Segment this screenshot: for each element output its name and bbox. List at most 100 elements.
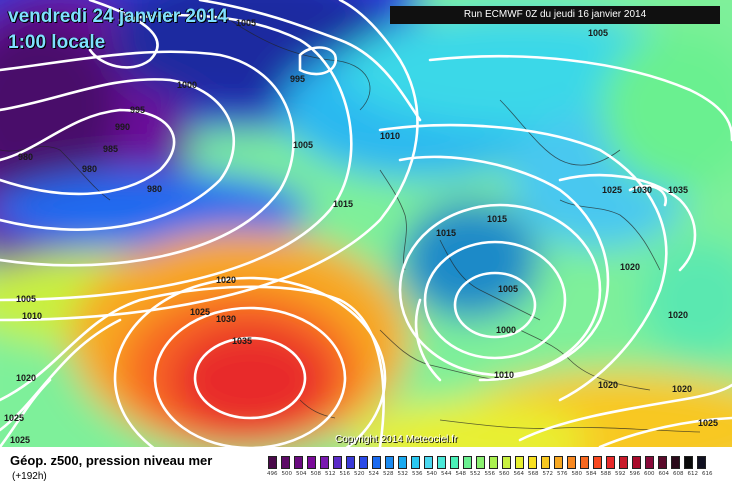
color-scale-label: 572 (542, 471, 554, 477)
color-scale-label: 512 (325, 471, 336, 477)
isobar-label: 1020 (620, 262, 640, 272)
isobar-label: 1000 (496, 325, 516, 335)
color-scale-label: 560 (499, 471, 510, 477)
color-scale-label: 540 (426, 471, 438, 477)
color-scale-swatch (684, 456, 693, 469)
isobar-label: 1035 (668, 185, 688, 195)
isobar-label: 1020 (16, 373, 36, 383)
isobar-label: 1010 (22, 311, 42, 321)
color-scale-swatch (671, 456, 680, 469)
isobar-label: 1020 (598, 380, 618, 390)
color-scale-label: 516 (339, 471, 351, 477)
color-scale-label: 544 (441, 471, 452, 477)
color-scale-swatch (294, 456, 303, 469)
isobar-label: 1030 (216, 314, 236, 324)
isobar-label: 1025 (190, 307, 210, 317)
isobar-label: 1020 (216, 275, 236, 285)
map-legend-title: Géop. z500, pression niveau mer (10, 453, 213, 468)
copyright-notice: Copyright 2014 Meteociel.fr (335, 434, 458, 445)
color-scale-label: 588 (600, 471, 612, 477)
color-scale-label: 576 (557, 471, 568, 477)
isobar-label: 1025 (602, 185, 622, 195)
color-scale-swatch (528, 456, 537, 469)
color-scale-label: 608 (673, 471, 684, 477)
color-scale-swatch (593, 456, 602, 469)
color-scale-swatch (489, 456, 498, 469)
color-scale-label: 568 (528, 471, 539, 477)
isobar-label: 1025 (10, 435, 30, 445)
isobar-label: 1010 (380, 131, 400, 141)
isobar-label: 1010 (494, 370, 514, 380)
color-scale-label: 612 (687, 471, 699, 477)
isobar-label: 980 (147, 184, 162, 194)
isobar-label: 985 (103, 144, 118, 154)
color-scale-swatch (658, 456, 667, 469)
isobar-label: 995 (130, 105, 145, 115)
color-scale-swatch (385, 456, 394, 469)
isobar-label: 1005 (16, 294, 36, 304)
color-scale-swatch (619, 456, 628, 469)
color-scale-label: 592 (615, 471, 626, 477)
forecast-time: 1:00 locale (8, 32, 106, 53)
color-scale-swatch (515, 456, 524, 469)
color-scale-swatch (450, 456, 459, 469)
isobar-label: 990 (115, 122, 130, 132)
color-scale-label: 552 (470, 471, 481, 477)
color-scale-label: 556 (484, 471, 496, 477)
color-scale-swatch (554, 456, 563, 469)
color-scale-swatch (567, 456, 576, 469)
color-scale-swatch (411, 456, 420, 469)
color-scale-label: 548 (455, 471, 467, 477)
isobars (0, 0, 732, 447)
coastlines (0, 19, 701, 433)
isobar-label: 1000 (177, 80, 197, 90)
isobar-label: 1005 (498, 284, 518, 294)
color-scale-label: 500 (281, 471, 293, 477)
color-scale-label: 528 (383, 471, 394, 477)
isobar-label: 1025 (698, 418, 718, 428)
isobar-label: 1005 (293, 140, 313, 150)
isobar-label: 980 (82, 164, 97, 174)
isobar-label: 1025 (4, 413, 24, 423)
color-scale-swatch (580, 456, 589, 469)
color-scale-swatch (424, 456, 433, 469)
color-scale-swatch (606, 456, 615, 469)
color-scale-label: 600 (644, 471, 655, 477)
color-scale-swatch (632, 456, 641, 469)
pressure-map: 1005 1000 995 995 990 985 980 980 980 10… (0, 0, 732, 447)
color-scale-swatch (268, 456, 277, 469)
color-scale-swatch (476, 456, 485, 469)
color-scale-label: 524 (368, 471, 380, 477)
forecast-date: vendredi 24 janvier 2014 (8, 6, 228, 27)
isobar-label: 1030 (632, 185, 652, 195)
isobar-label: 1005 (588, 28, 608, 38)
color-scale-swatch (645, 456, 654, 469)
color-scale-label: 532 (397, 471, 409, 477)
isobar-label: 1020 (672, 384, 692, 394)
color-scale-swatch (359, 456, 368, 469)
isobar-label: 1020 (668, 310, 688, 320)
color-scale-label: 520 (354, 471, 365, 477)
color-scale-label: 508 (310, 471, 322, 477)
color-scale-swatch (346, 456, 355, 469)
model-run-banner: Run ECMWF 0Z du jeudi 16 janvier 2014 (390, 6, 720, 24)
map-footer: Géop. z500, pression niveau mer (+192h) … (0, 447, 732, 488)
color-scale-label: 584 (586, 471, 597, 477)
color-scale-swatch (281, 456, 290, 469)
isobar-labels: 1005 1000 995 995 990 985 980 980 980 10… (4, 18, 718, 445)
color-scale-swatch (541, 456, 550, 469)
color-scale-label: 616 (702, 471, 713, 477)
geopotential-field (0, 0, 732, 447)
isobar-label: 1015 (333, 199, 353, 209)
color-scale-label: 504 (296, 471, 307, 477)
color-scale-swatch (333, 456, 342, 469)
color-scale-swatch (463, 456, 472, 469)
color-scale-label: 564 (513, 471, 525, 477)
color-scale-swatch (320, 456, 329, 469)
color-scale-swatch (372, 456, 381, 469)
color-scale-swatch (502, 456, 511, 469)
isobar-label: 980 (18, 152, 33, 162)
color-scale-label: 596 (629, 471, 641, 477)
isobar-label: 995 (290, 74, 305, 84)
